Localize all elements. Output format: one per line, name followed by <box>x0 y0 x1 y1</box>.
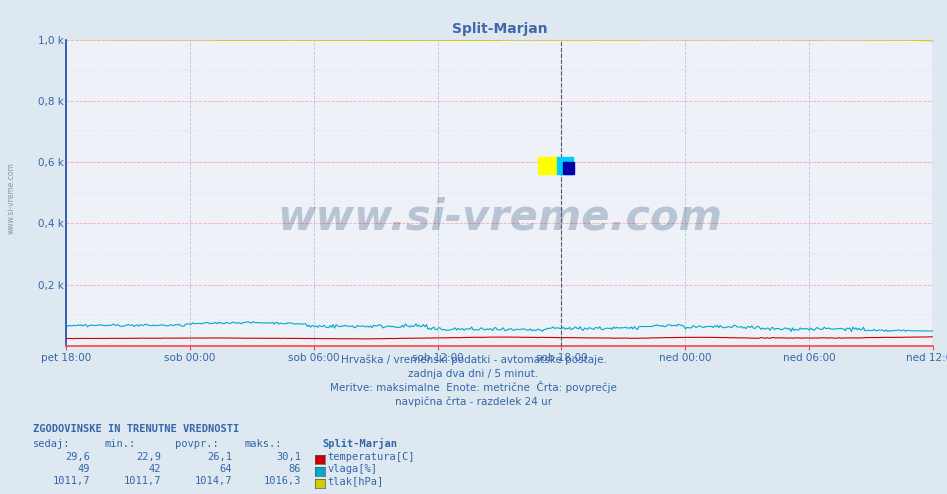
Bar <box>538 158 557 174</box>
Text: maks.:: maks.: <box>244 439 282 449</box>
Bar <box>557 158 573 174</box>
Text: navpična črta - razdelek 24 ur: navpična črta - razdelek 24 ur <box>395 396 552 407</box>
Text: zadnja dva dni / 5 minut.: zadnja dva dni / 5 minut. <box>408 369 539 379</box>
Text: 30,1: 30,1 <box>277 453 301 462</box>
Bar <box>563 163 574 174</box>
Text: www.si-vreme.com: www.si-vreme.com <box>7 162 16 234</box>
Text: Split-Marjan: Split-Marjan <box>322 438 397 449</box>
Text: 26,1: 26,1 <box>207 453 232 462</box>
Text: min.:: min.: <box>104 439 135 449</box>
Text: 22,9: 22,9 <box>136 453 161 462</box>
Text: temperatura[C]: temperatura[C] <box>328 453 415 462</box>
Text: www.si-vreme.com: www.si-vreme.com <box>277 196 722 238</box>
Text: 1014,7: 1014,7 <box>194 476 232 486</box>
Text: 1011,7: 1011,7 <box>52 476 90 486</box>
Text: Meritve: maksimalne  Enote: metrične  Črta: povprečje: Meritve: maksimalne Enote: metrične Črta… <box>331 381 616 393</box>
Text: Hrvaška / vremenski podatki - avtomatske postaje.: Hrvaška / vremenski podatki - avtomatske… <box>341 355 606 365</box>
Text: povpr.:: povpr.: <box>175 439 219 449</box>
Text: 49: 49 <box>78 464 90 474</box>
Text: 64: 64 <box>220 464 232 474</box>
Text: 86: 86 <box>289 464 301 474</box>
Text: sedaj:: sedaj: <box>33 439 71 449</box>
Text: ZGODOVINSKE IN TRENUTNE VREDNOSTI: ZGODOVINSKE IN TRENUTNE VREDNOSTI <box>33 424 240 434</box>
Text: 29,6: 29,6 <box>65 453 90 462</box>
Text: vlaga[%]: vlaga[%] <box>328 464 378 474</box>
Title: Split-Marjan: Split-Marjan <box>452 22 547 36</box>
Text: 1016,3: 1016,3 <box>263 476 301 486</box>
Text: 1011,7: 1011,7 <box>123 476 161 486</box>
Text: tlak[hPa]: tlak[hPa] <box>328 476 384 486</box>
Text: 42: 42 <box>149 464 161 474</box>
